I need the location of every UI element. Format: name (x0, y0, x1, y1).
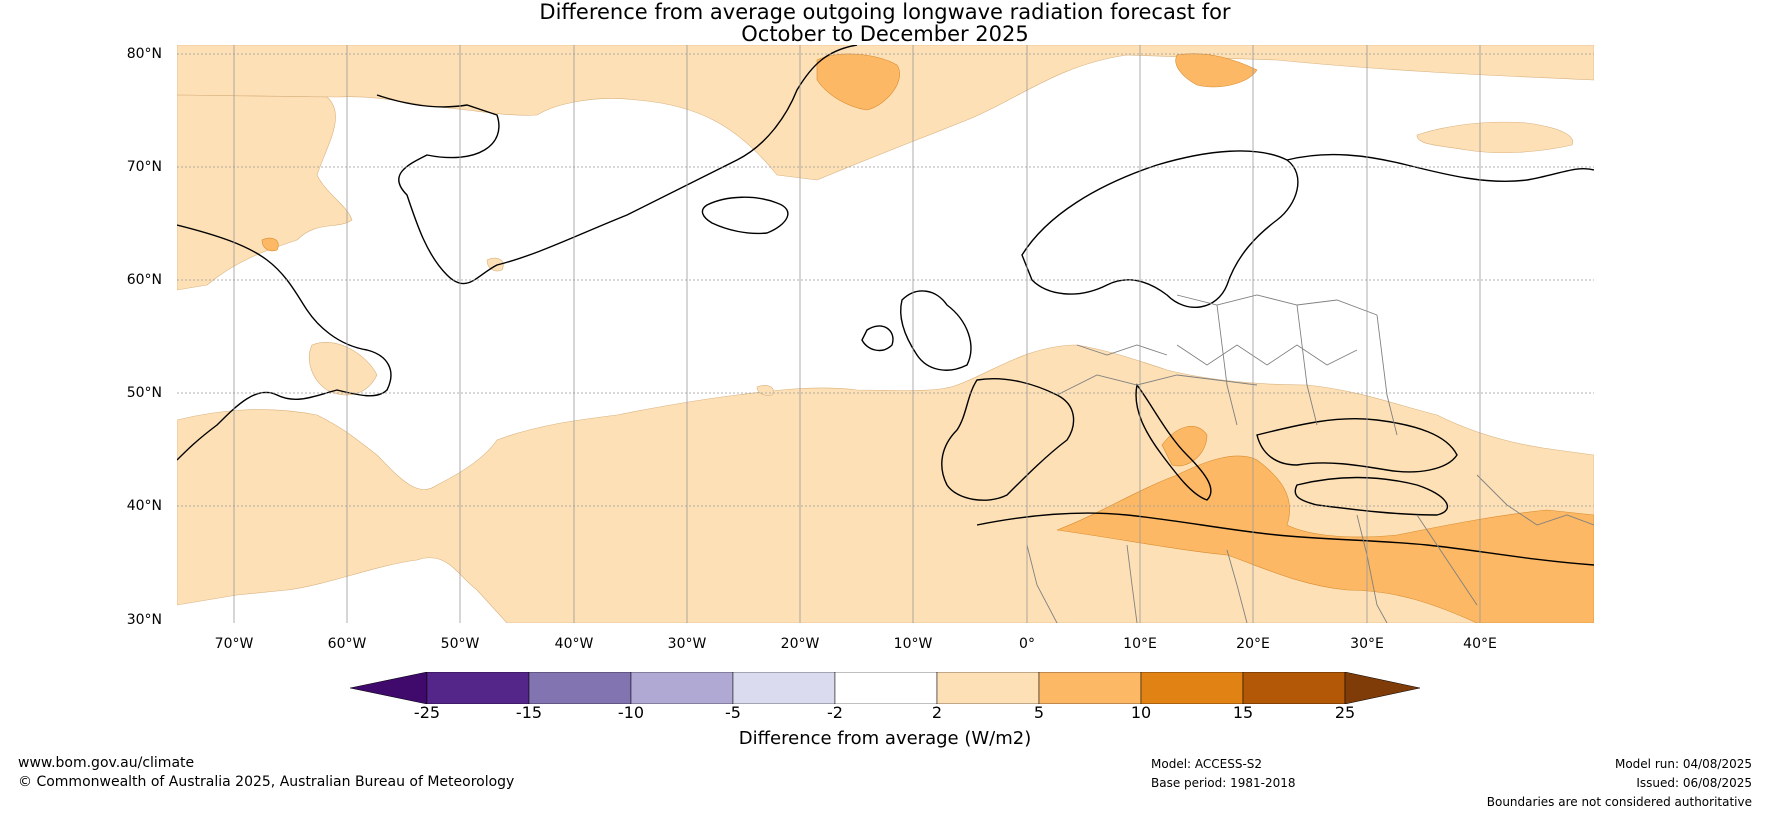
colorbar-tick: -15 (515, 703, 543, 722)
colorbar-segment (426, 672, 530, 704)
colorbar-tick: -5 (725, 703, 741, 722)
latitude-label: 80°N (126, 46, 162, 62)
map-title-line-2: October to December 2025 (741, 22, 1029, 46)
coastlines (177, 45, 1594, 566)
colorbar-segment (936, 672, 1040, 704)
latitude-label: 40°N (126, 498, 162, 514)
longitude-label: 10°E (1123, 636, 1157, 652)
colorbar-tick: -25 (413, 703, 441, 722)
latitude-label: 50°N (126, 385, 162, 401)
longitude-label: 20°W (780, 636, 820, 652)
colorbar-tick: -10 (617, 703, 645, 722)
latitude-gridlines (177, 53, 1594, 507)
latitude-label: 60°N (126, 272, 162, 288)
model-run-date: Model run: 04/08/2025 (1614, 757, 1752, 771)
latitude-label: 30°N (126, 612, 162, 628)
colorbar-label: Difference from average (W/m2) (738, 728, 1032, 749)
colorbar-segment (1038, 672, 1142, 704)
longitude-label: 10°W (893, 636, 933, 652)
country-borders (1026, 294, 1594, 623)
longitude-label: 20°E (1236, 636, 1270, 652)
colorbar-tick: 2 (931, 703, 943, 722)
colorbar-segment (528, 672, 632, 704)
colorbar-segment (1140, 672, 1244, 704)
forecast-map (177, 45, 1594, 623)
longitude-label: 40°W (554, 636, 594, 652)
longitude-label: 0° (1019, 636, 1035, 652)
colorbar (350, 672, 1420, 704)
longitude-label: 30°E (1350, 636, 1384, 652)
longitude-label: 40°E (1463, 636, 1497, 652)
map-title-line-1: Difference from average outgoing longwav… (539, 0, 1231, 24)
colorbar-segment (630, 672, 734, 704)
issued-date: Issued: 06/08/2025 (1636, 776, 1752, 790)
anomaly-5-to-10-regions (261, 53, 1594, 623)
longitude-label: 30°W (667, 636, 707, 652)
website-link[interactable]: www.bom.gov.au/climate (18, 755, 195, 771)
colorbar-segment (732, 672, 836, 704)
colorbar-tick: 5 (1033, 703, 1045, 722)
longitude-label: 70°W (214, 636, 254, 652)
longitude-gridlines (233, 45, 1481, 623)
colorbar-tick: 25 (1334, 703, 1356, 722)
base-period-info: Base period: 1981-2018 (1151, 776, 1296, 790)
colorbar-tick: -2 (827, 703, 843, 722)
colorbar-segment (1344, 672, 1420, 704)
colorbar-segment (1242, 672, 1346, 704)
colorbar-segment (834, 672, 938, 704)
latitude-label: 70°N (126, 159, 162, 175)
colorbar-segment (350, 672, 428, 704)
copyright-notice: © Commonwealth of Australia 2025, Austra… (18, 774, 515, 790)
model-info: Model: ACCESS-S2 (1151, 757, 1263, 771)
colorbar-tick: 15 (1232, 703, 1254, 722)
longitude-label: 60°W (327, 636, 367, 652)
boundary-disclaimer: Boundaries are not considered authoritat… (1486, 795, 1752, 809)
longitude-label: 50°W (440, 636, 480, 652)
colorbar-tick: 10 (1130, 703, 1152, 722)
